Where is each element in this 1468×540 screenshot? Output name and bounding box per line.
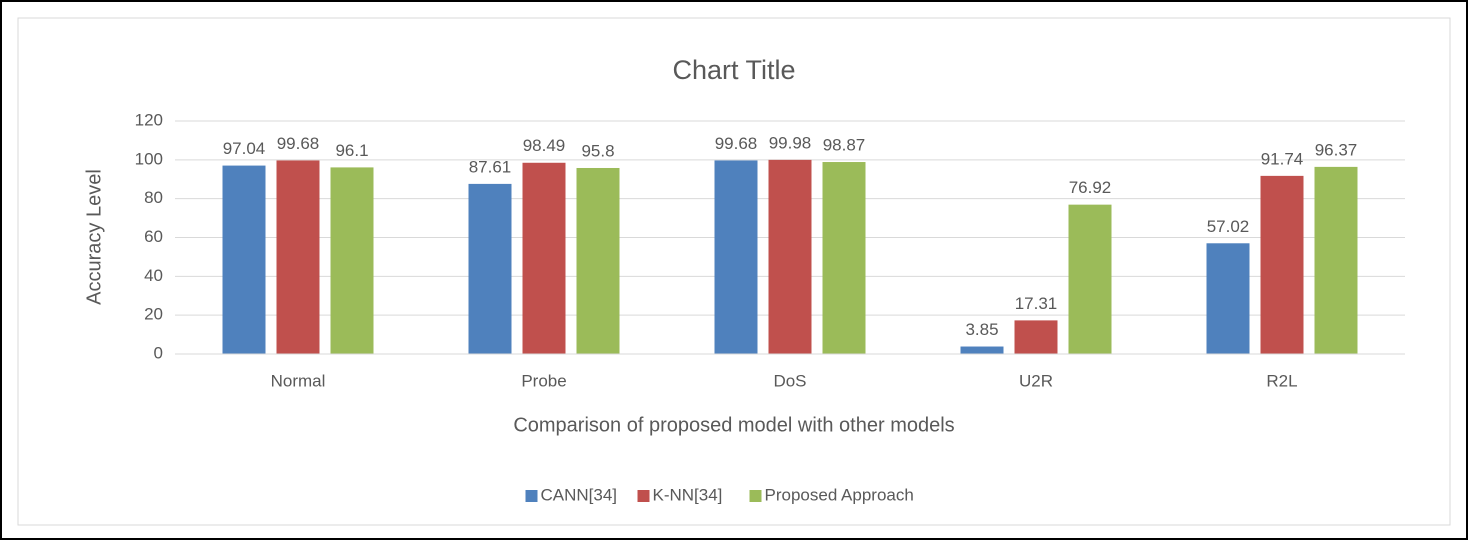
data-label: 96.37: [1315, 140, 1358, 159]
x-axis-label: Comparison of proposed model with other …: [513, 414, 954, 436]
bar: [330, 167, 374, 354]
data-label: 76.92: [1069, 178, 1112, 197]
y-tick-label: 60: [144, 227, 163, 246]
data-label: 91.74: [1261, 149, 1304, 168]
data-label: 57.02: [1207, 217, 1250, 236]
x-tick-label: R2L: [1266, 371, 1297, 390]
data-label: 3.85: [965, 320, 998, 339]
y-tick-label: 80: [144, 188, 163, 207]
legend-label: K-NN[34]: [653, 485, 723, 504]
bar: [276, 160, 320, 354]
bar: [1068, 204, 1112, 354]
bar: [960, 346, 1004, 354]
x-tick-label: Normal: [271, 371, 326, 390]
legend-swatch: [637, 490, 650, 502]
legend-label: CANN[34]: [541, 485, 618, 504]
data-label: 17.31: [1015, 294, 1058, 313]
data-label: 96.1: [335, 141, 368, 160]
data-label: 95.8: [581, 141, 614, 160]
legend-swatch: [525, 490, 538, 502]
bar: [714, 160, 758, 354]
data-label: 99.68: [715, 134, 758, 153]
legend-label: Proposed Approach: [765, 485, 914, 504]
bar: [468, 183, 512, 354]
bar: [1314, 166, 1358, 354]
y-tick-label: 100: [135, 149, 163, 168]
x-tick-label: Probe: [521, 371, 566, 390]
data-label: 98.49: [523, 136, 566, 155]
legend-swatch: [749, 490, 762, 502]
chart-title: Chart Title: [672, 55, 795, 85]
y-tick-label: 20: [144, 305, 163, 324]
data-label: 87.61: [469, 157, 512, 176]
x-tick-label: DoS: [773, 371, 806, 390]
y-tick-label: 120: [135, 110, 163, 129]
y-tick-label: 0: [154, 343, 163, 362]
data-label: 99.68: [277, 134, 320, 153]
y-tick-label: 40: [144, 266, 163, 285]
bar: [768, 159, 812, 354]
y-axis-label: Accuracy Level: [83, 169, 105, 305]
data-label: 99.98: [769, 133, 812, 152]
data-label: 98.87: [823, 136, 866, 155]
bar: [1260, 175, 1304, 354]
bar: [1206, 243, 1250, 354]
bar: [522, 162, 566, 354]
x-tick-label: U2R: [1019, 371, 1053, 390]
bar: [222, 165, 266, 354]
bar: [1014, 320, 1058, 354]
data-label: 97.04: [223, 139, 266, 158]
bar: [822, 162, 866, 354]
bar: [576, 167, 620, 354]
